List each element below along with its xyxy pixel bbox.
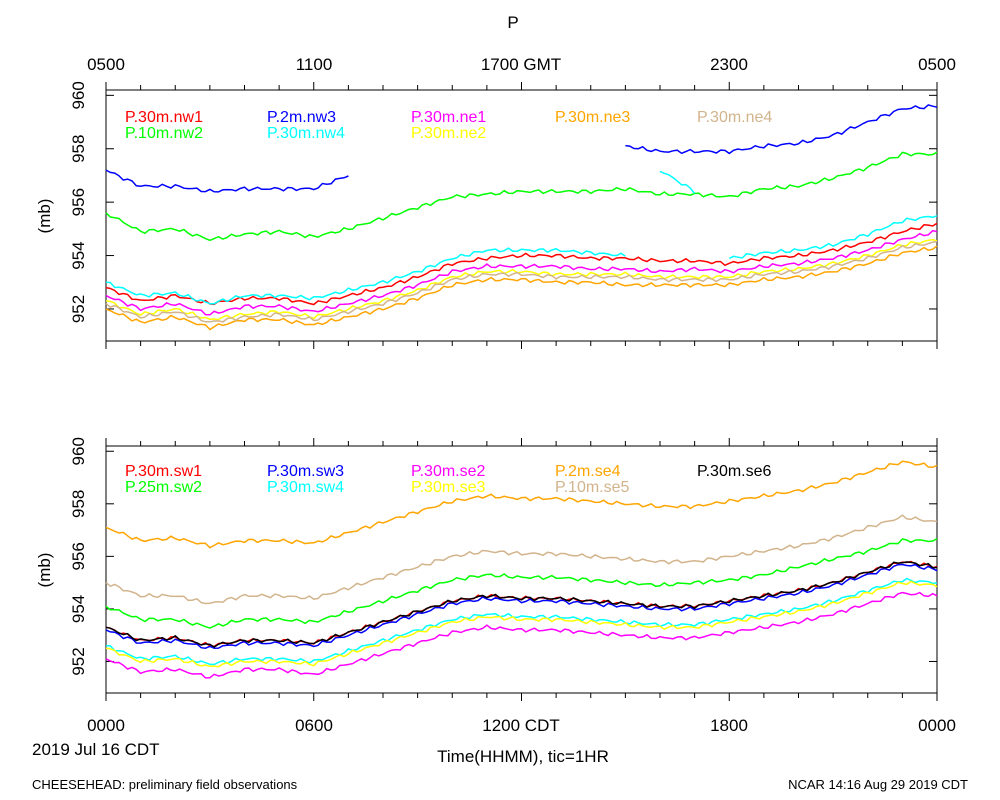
y-tick-label: 956 <box>69 188 88 216</box>
upper-series <box>105 104 938 331</box>
top-axis-labels: 0500 1100 1700 GMT 2300 0500 <box>87 55 956 74</box>
legend-entry: P.2m.se4 <box>555 463 621 480</box>
bottom-tick-label: 0000 <box>87 716 125 735</box>
x-axis-label: Time(HHMM), tic=1HR <box>437 747 609 766</box>
legend-entry: P.2m.nw3 <box>267 109 336 126</box>
legend-entry: P.30m.ne2 <box>411 125 486 142</box>
top-tick-label: 1100 <box>296 55 333 74</box>
y-tick-label: 952 <box>69 647 88 675</box>
y-tick-label: 954 <box>69 595 88 623</box>
bottom-axis-labels: 0000 0600 1200 CDT 1800 0000 <box>87 716 956 735</box>
legend-entry: P.10m.se5 <box>555 479 630 496</box>
legend-entry: P.30m.sw1 <box>125 463 202 480</box>
lower-y-axis-label: (mb) <box>35 553 54 588</box>
legend-entry: P.30m.sw4 <box>267 479 344 496</box>
series-line-p-30m-ne4 <box>105 240 938 323</box>
upper-x-ticks <box>105 82 938 349</box>
bottom-tick-label: 0000 <box>918 716 956 735</box>
top-tick-label: 0500 <box>87 55 125 74</box>
top-tick-label: 0500 <box>918 55 956 74</box>
top-tick-label: 2300 <box>710 55 748 74</box>
series-line-p-30m-se2 <box>105 591 938 679</box>
series-line-p-30m-se6-fragment- <box>659 170 696 194</box>
date-label: 2019 Jul 16 CDT <box>32 740 160 759</box>
legend-entry: P.30m.nw1 <box>125 109 203 126</box>
series-line-p-30m-nw1 <box>105 222 938 306</box>
y-tick-label: 960 <box>69 81 88 109</box>
y-tick-label: 954 <box>69 241 88 269</box>
lower-y-ticks: 952 954 956 958 960 <box>69 437 937 676</box>
series-line-p-25m-sw2 <box>105 538 938 629</box>
bottom-tick-label: 0600 <box>295 716 333 735</box>
legend-entry: P.30m.ne4 <box>697 109 772 126</box>
lower-series <box>105 460 938 679</box>
lower-plot-frame <box>105 445 938 694</box>
series-line-p-30m-ne1 <box>105 229 938 316</box>
footer-left: CHEESEHEAD: preliminary field observatio… <box>32 777 298 792</box>
legend-entry: P.30m.nw4 <box>267 125 345 142</box>
series-line-p-30m-ne2 <box>105 238 938 321</box>
bottom-tick-label: 1800 <box>710 716 748 735</box>
y-tick-label: 958 <box>69 135 88 163</box>
series-line-p-2m-se4 <box>105 460 938 549</box>
y-tick-label: 952 <box>69 295 88 323</box>
legend-entry: P.30m.se6 <box>697 463 772 480</box>
legend-entry: P.30m.ne3 <box>555 109 630 126</box>
y-tick-label: 958 <box>69 490 88 518</box>
legend-entry: P.30m.se3 <box>411 479 486 496</box>
upper-plot-frame <box>105 89 938 342</box>
bottom-tick-label: 1200 CDT <box>482 716 559 735</box>
footer-right: NCAR 14:16 Aug 29 2019 CDT <box>788 777 968 792</box>
lower-x-ticks <box>105 438 938 701</box>
legend-entry: P.30m.ne1 <box>411 109 486 126</box>
series-line-p-30m-ne3 <box>105 245 938 331</box>
series-line-p-2m-nw3 <box>625 104 938 155</box>
series-line-p-30m-sw3 <box>105 563 938 650</box>
top-tick-label: 1700 GMT <box>481 55 561 74</box>
legend-entry: P.30m.sw3 <box>267 463 344 480</box>
series-line-p-30m-se6 <box>105 561 938 648</box>
legend-entry: P.30m.se2 <box>411 463 486 480</box>
series-line-p-30m-sw4 <box>105 577 938 666</box>
upper-y-axis-label: (mb) <box>35 199 54 234</box>
series-line-p-10m-nw2 <box>105 151 938 242</box>
legend-entry: P.25m.sw2 <box>125 479 202 496</box>
legend-entry: P.10m.nw2 <box>125 125 203 142</box>
series-line-p-10m-se5 <box>105 514 938 605</box>
series-line-p-2m-nw3 <box>105 169 349 193</box>
y-tick-label: 960 <box>69 437 88 465</box>
series-line-p-30m-nw4 <box>728 215 938 260</box>
series-line-p-30m-nw4 <box>105 247 626 305</box>
series-line-p-30m-se3 <box>105 580 938 668</box>
y-tick-label: 956 <box>69 542 88 570</box>
upper-y-ticks: 952 954 956 958 960 <box>69 81 937 323</box>
figure-title: P <box>507 13 518 32</box>
series-line-p-30m-sw1 <box>105 560 938 648</box>
